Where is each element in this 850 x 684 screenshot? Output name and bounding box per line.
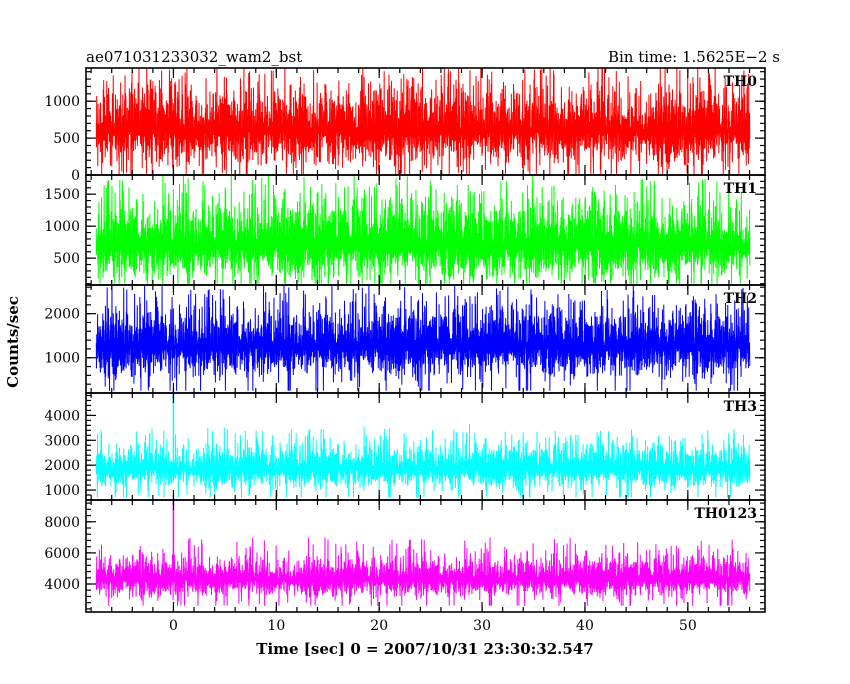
chart-title-left: ae071031233032_wam2_bst (86, 48, 302, 66)
y-axis-label: Counts/sec (4, 296, 22, 388)
y-tick-label: 8000 (44, 515, 80, 531)
panel-label: TH2 (724, 291, 757, 307)
y-tick-label: 2000 (44, 307, 80, 323)
y-tick-label: 1000 (44, 94, 80, 110)
series-th0123 (95, 537, 751, 606)
y-tick-label: 500 (53, 131, 80, 147)
chart-title-right: Bin time: 1.5625E−2 s (608, 48, 780, 66)
y-tick-label: 4000 (44, 408, 80, 424)
x-axis-label: Time [sec] 0 = 2007/10/31 23:30:32.547 (256, 640, 593, 658)
y-tick-label: 500 (53, 251, 80, 267)
x-tick-label: 40 (576, 618, 594, 634)
series-th2 (95, 285, 751, 391)
panel-th1: 500 1000 1500 TH1 (44, 174, 766, 286)
panel-label: TH1 (724, 181, 757, 197)
y-tick-label: 1000 (44, 219, 80, 235)
panel-th3: 1000 2000 3000 4000 TH3 (44, 392, 766, 501)
panel-label: TH0123 (694, 506, 757, 522)
panel-th0123: 4000 6000 8000 TH0123 (44, 499, 766, 613)
y-tick-label: 1000 (44, 483, 80, 499)
x-tick-label: 0 (169, 618, 178, 634)
x-tick-label: 30 (473, 618, 491, 634)
panel-label: TH0 (724, 74, 758, 90)
y-tick-label: 1500 (44, 187, 80, 203)
y-tick-label: 1000 (44, 351, 80, 367)
panel-th2: 1000 2000 TH2 (44, 284, 766, 394)
panel-frame (85, 499, 766, 613)
panel-label: TH3 (724, 399, 757, 415)
x-tick-label: 20 (370, 618, 388, 634)
y-tick-label: 2000 (44, 458, 80, 474)
series-th1 (95, 175, 751, 284)
y-tick-label: 0 (71, 168, 80, 184)
y-tick-label: 6000 (44, 546, 80, 562)
y-tick-label: 3000 (44, 433, 80, 449)
series-th0 (95, 68, 751, 175)
x-tick-label: 10 (267, 618, 285, 634)
y-tick-label: 4000 (44, 577, 80, 593)
x-tick-label: 50 (679, 618, 697, 634)
series-th3 (95, 424, 751, 498)
